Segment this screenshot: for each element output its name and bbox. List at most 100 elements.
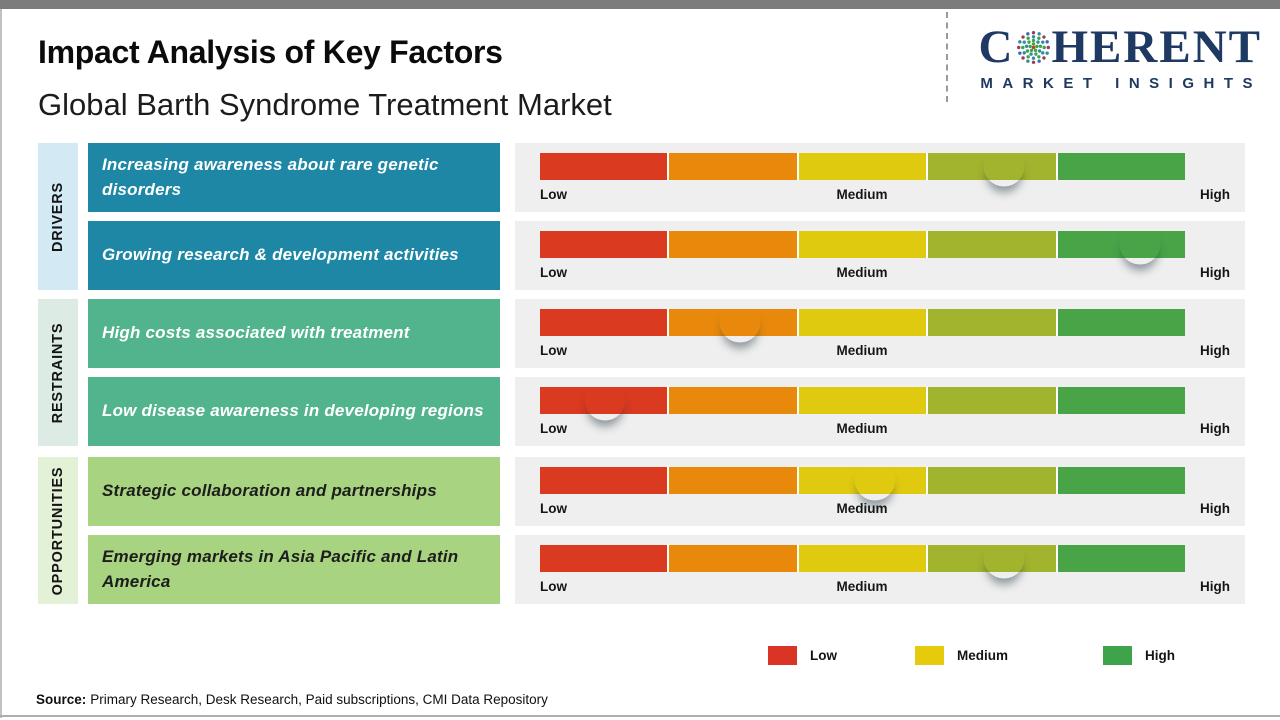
left-border (0, 9, 2, 718)
bar-segment-red (540, 467, 668, 494)
bar-segment-red (540, 309, 668, 336)
bar-segment-orange (669, 545, 797, 572)
scale-label-medium: Medium (836, 343, 888, 358)
bar-segment-red (540, 231, 668, 258)
impact-marker (984, 538, 1025, 579)
impact-marker (984, 146, 1025, 187)
bar-segment-red (540, 153, 668, 180)
factor-card: Emerging markets in Asia Pacific and Lat… (88, 535, 500, 604)
page-subtitle: Global Barth Syndrome Treatment Market (38, 87, 612, 122)
category-label-drivers: DRIVERS (50, 181, 66, 252)
category-strip-drivers: DRIVERS (38, 143, 78, 290)
scale-label-medium: Medium (836, 187, 888, 202)
factor-card: Growing research & development activitie… (88, 221, 500, 290)
bar-segment-green (1057, 309, 1186, 336)
legend-swatch-high (1103, 646, 1132, 665)
bar-segment-yellow (798, 153, 927, 180)
top-border (0, 0, 1280, 9)
scale-label-high: High (1200, 265, 1230, 280)
page-title: Impact Analysis of Key Factors (38, 34, 503, 70)
factor-text: Emerging markets in Asia Pacific and Lat… (102, 546, 459, 591)
bar-segment-olive (928, 231, 1056, 258)
legend-label-low: Low (810, 648, 837, 663)
bar-segment-green (1057, 231, 1186, 258)
logo-letter-c: C (978, 21, 1015, 73)
bar-segment-orange (669, 467, 797, 494)
logo-divider (946, 12, 948, 102)
legend-item-medium: Medium (915, 646, 1008, 665)
scale-label-high: High (1200, 343, 1230, 358)
bar-segment-orange (669, 153, 797, 180)
impact-panel: Low Medium High (515, 535, 1245, 604)
scale-label-medium: Medium (836, 265, 888, 280)
legend-swatch-low (768, 646, 797, 665)
factor-text: Strategic collaboration and partnerships (102, 481, 437, 501)
scale-label-low: Low (540, 343, 567, 358)
scale-label-low: Low (540, 265, 567, 280)
category-strip-restraints: RESTRAINTS (38, 299, 78, 446)
impact-panel: Low Medium High (515, 143, 1245, 212)
category-label-restraints: RESTRAINTS (50, 322, 66, 423)
impact-bar (540, 467, 1186, 494)
bar-segment-orange (669, 231, 797, 258)
impact-panel: Low Medium High (515, 221, 1245, 290)
logo-letters-herent: HERENT (1051, 21, 1262, 73)
scale-label-medium: Medium (836, 579, 888, 594)
impact-bar (540, 387, 1186, 414)
source-text: Primary Research, Desk Research, Paid su… (90, 692, 548, 707)
bar-segment-orange (669, 309, 797, 336)
factor-text: High costs associated with treatment (102, 323, 410, 343)
impact-marker (719, 302, 760, 343)
bar-segment-yellow (798, 309, 927, 336)
legend-swatch-medium (915, 646, 944, 665)
factor-text: Growing research & development activitie… (102, 245, 459, 265)
bar-segment-red (540, 545, 668, 572)
scale-label-high: High (1200, 579, 1230, 594)
globe-icon (1016, 31, 1050, 64)
bar-segment-olive (928, 467, 1056, 494)
impact-marker (584, 380, 625, 421)
scale-label-medium: Medium (836, 421, 888, 436)
scale-label-low: Low (540, 579, 567, 594)
logo-wordmark: C HERENT (952, 24, 1262, 71)
brand-logo: C HERENT MARKET INSIGHTS (952, 24, 1262, 93)
impact-panel: Low Medium High (515, 457, 1245, 526)
scale-label-high: High (1200, 501, 1230, 516)
impact-bar (540, 309, 1186, 336)
impact-panel: Low Medium High (515, 377, 1245, 446)
bar-segment-olive (928, 545, 1056, 572)
factor-text: Low disease awareness in developing regi… (102, 401, 484, 421)
scale-label-high: High (1200, 421, 1230, 436)
impact-bar (540, 545, 1186, 572)
bar-segment-yellow (798, 545, 927, 572)
bar-segment-yellow (798, 387, 927, 414)
bar-segment-red (540, 387, 668, 414)
scale-label-medium: Medium (836, 501, 888, 516)
impact-bar (540, 231, 1186, 258)
bar-segment-yellow (798, 231, 927, 258)
factor-card: High costs associated with treatment (88, 299, 500, 368)
source-note: Source: Primary Research, Desk Research, … (36, 692, 548, 707)
impact-marker (855, 460, 896, 501)
scale-label-low: Low (540, 187, 567, 202)
bar-segment-yellow (798, 467, 927, 494)
scale-label-low: Low (540, 421, 567, 436)
legend-item-high: High (1103, 646, 1175, 665)
legend-item-low: Low (768, 646, 837, 665)
bar-segment-green (1057, 153, 1186, 180)
bar-segment-green (1057, 545, 1186, 572)
scale-label-low: Low (540, 501, 567, 516)
bar-segment-green (1057, 467, 1186, 494)
legend-label-high: High (1145, 648, 1175, 663)
bar-segment-olive (928, 309, 1056, 336)
factor-text: Increasing awareness about rare genetic … (102, 154, 439, 199)
bar-segment-olive (928, 153, 1056, 180)
category-label-opportunities: OPPORTUNITIES (50, 466, 66, 595)
impact-panel: Low Medium High (515, 299, 1245, 368)
bar-segment-green (1057, 387, 1186, 414)
impact-bar (540, 153, 1186, 180)
factor-card: Low disease awareness in developing regi… (88, 377, 500, 446)
factor-card: Increasing awareness about rare genetic … (88, 143, 500, 212)
logo-tagline: MARKET INSIGHTS (980, 75, 1262, 92)
